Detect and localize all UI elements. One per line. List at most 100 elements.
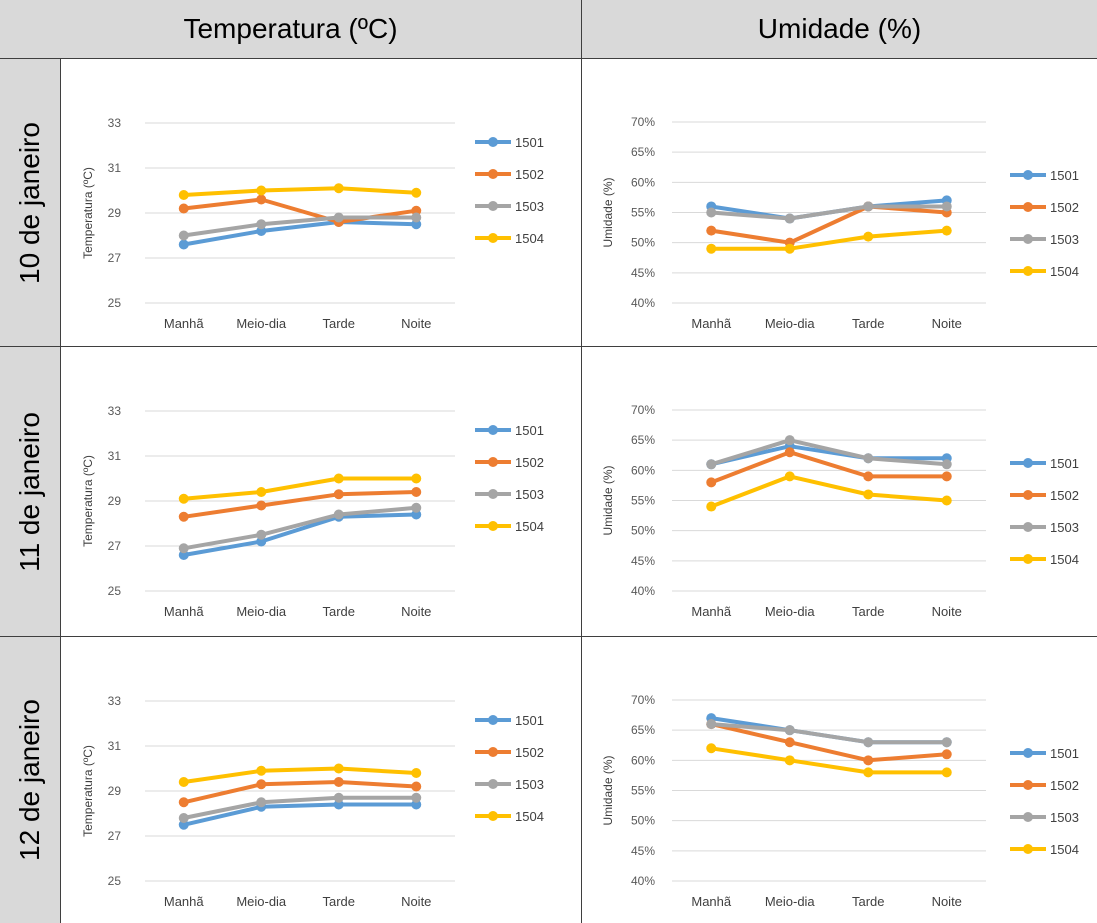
series-line-1503: [181, 505, 419, 551]
legend-marker-1501: [1023, 458, 1033, 468]
x-tick-label: Meio-dia: [765, 316, 816, 331]
data-point-1504: [784, 243, 795, 254]
x-tick-label: Noite: [932, 316, 962, 331]
y-tick-label: 70%: [631, 115, 655, 129]
data-point-1502: [863, 755, 874, 766]
data-point-1504: [863, 489, 874, 500]
row-label-day-2: 11 de janeiro: [0, 347, 60, 636]
y-tick-label: 31: [108, 449, 122, 463]
data-point-1502: [941, 749, 952, 760]
data-point-1502: [256, 779, 267, 790]
legend-marker-1503: [1023, 234, 1033, 244]
series-line-1503: [181, 795, 419, 820]
y-tick-label: 33: [108, 694, 122, 708]
row-label-day-3: 12 de janeiro: [0, 637, 60, 923]
data-point-1502: [256, 194, 267, 205]
legend-label-1503: 1503: [1050, 520, 1079, 535]
row-label-day-1: 10 de janeiro: [0, 59, 60, 346]
y-axis-label: Umidade (%): [601, 177, 615, 247]
column-header-temperature-label: Temperatura (ºC): [183, 13, 398, 44]
legend-marker-1504: [488, 233, 498, 243]
y-tick-label: 55%: [631, 206, 655, 220]
data-point-1503: [784, 435, 795, 446]
series-line-1502: [181, 780, 419, 805]
x-tick-label: Noite: [932, 604, 962, 619]
series-line-1502: [181, 490, 419, 519]
series-line-1502: [709, 204, 949, 245]
data-point-1503: [411, 212, 422, 223]
data-point-1502: [178, 797, 189, 808]
data-point-1504: [863, 767, 874, 778]
data-point-1503: [941, 737, 952, 748]
y-axis-label: Temperatura (ºC): [81, 167, 95, 259]
x-tick-label: Manhã: [164, 316, 205, 331]
data-point-1504: [784, 471, 795, 482]
legend-marker-1504: [488, 521, 498, 531]
data-point-1503: [333, 212, 344, 223]
data-point-1503: [333, 792, 344, 803]
data-point-1504: [941, 767, 952, 778]
legend-label-1502: 1502: [1050, 200, 1079, 215]
column-header-humidity-label: Umidade (%): [757, 13, 922, 44]
data-point-1503: [178, 543, 189, 554]
y-tick-label: 25: [108, 874, 122, 888]
column-header-temperature: Temperatura (ºC): [0, 0, 581, 58]
legend-label-1501: 1501: [515, 713, 544, 728]
y-tick-label: 55%: [631, 784, 655, 798]
y-tick-label: 50%: [631, 814, 655, 828]
x-tick-label: Meio-dia: [765, 894, 816, 909]
data-point-1503: [706, 719, 717, 730]
line-chart-svg: 25 27 29 31 33 Manhã Meio-dia Tarde Noite Tempera…: [81, 694, 544, 909]
legend-marker-1502: [488, 169, 498, 179]
x-tick-label: Meio-dia: [765, 604, 816, 619]
legend-marker-1504: [1023, 844, 1033, 854]
x-tick-label: Meio-dia: [236, 894, 287, 909]
legend-marker-1502: [488, 747, 498, 757]
data-point-1502: [256, 500, 267, 511]
x-tick-label: Tarde: [852, 604, 885, 619]
data-point-1502: [706, 225, 717, 236]
data-point-1503: [863, 201, 874, 212]
line-chart-svg: 25 27 29 31 33 Manhã Meio-dia Tarde Noite Tempera…: [81, 116, 544, 331]
legend-marker-1501: [1023, 170, 1033, 180]
legend-marker-1502: [1023, 490, 1033, 500]
data-point-1504: [863, 231, 874, 242]
series-line-1501: [709, 444, 949, 467]
y-tick-label: 50%: [631, 236, 655, 250]
data-point-1504: [178, 777, 189, 787]
legend-marker-1503: [1023, 812, 1033, 822]
legend-label-1504: 1504: [1050, 552, 1079, 567]
data-point-1502: [178, 203, 189, 214]
series-line-1504: [181, 186, 419, 197]
legend-marker-1501: [488, 137, 498, 147]
chart-humidity-day-2: 40% 45% 50% 55% 60% 65% 70% Manhã Meio-dia Tarde N…: [582, 347, 1097, 636]
y-tick-label: 70%: [631, 693, 655, 707]
y-tick-label: 40%: [631, 584, 655, 598]
legend-label-1501: 1501: [1050, 456, 1079, 471]
legend-marker-1501: [1023, 748, 1033, 758]
y-tick-label: 29: [108, 494, 122, 508]
y-tick-label: 29: [108, 784, 122, 798]
data-point-1503: [706, 459, 717, 470]
data-point-1504: [706, 743, 717, 754]
y-tick-label: 60%: [631, 753, 655, 767]
data-point-1502: [178, 511, 189, 522]
series-line-1502: [709, 722, 949, 763]
data-point-1503: [178, 813, 189, 823]
data-point-1503: [256, 797, 267, 808]
grid-line: [0, 636, 1097, 637]
data-point-1504: [941, 225, 952, 236]
series-line-1504: [181, 476, 419, 501]
y-axis-label: Umidade (%): [601, 755, 615, 825]
y-tick-label: 65%: [631, 723, 655, 737]
legend-marker-1501: [488, 425, 498, 435]
data-point-1504: [178, 190, 189, 200]
legend-label-1504: 1504: [1050, 264, 1079, 279]
x-tick-label: Manhã: [164, 604, 205, 619]
y-tick-label: 55%: [631, 494, 655, 508]
grid-line: [0, 346, 1097, 347]
data-point-1504: [333, 473, 344, 484]
legend-label-1503: 1503: [515, 777, 544, 792]
y-tick-label: 65%: [631, 145, 655, 159]
chart-humidity-day-3: 40% 45% 50% 55% 60% 65% 70% Manhã Meio-dia Tarde N…: [582, 637, 1097, 923]
